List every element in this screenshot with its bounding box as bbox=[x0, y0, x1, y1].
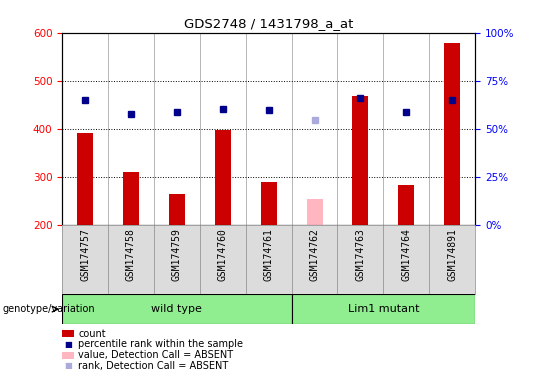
Bar bbox=[77, 134, 93, 225]
Text: genotype/variation: genotype/variation bbox=[3, 304, 96, 314]
Bar bbox=[444, 43, 460, 225]
Text: Lim1 mutant: Lim1 mutant bbox=[348, 304, 419, 314]
Text: GSM174763: GSM174763 bbox=[355, 228, 366, 281]
Text: GSM174764: GSM174764 bbox=[401, 228, 411, 281]
Bar bbox=[215, 130, 231, 225]
Bar bbox=[292, 294, 475, 324]
Bar bbox=[123, 172, 139, 225]
Text: GSM174891: GSM174891 bbox=[447, 228, 457, 281]
Text: ■: ■ bbox=[64, 340, 72, 349]
Text: GSM174759: GSM174759 bbox=[172, 228, 182, 281]
Title: GDS2748 / 1431798_a_at: GDS2748 / 1431798_a_at bbox=[184, 17, 353, 30]
Bar bbox=[62, 294, 292, 324]
Text: GSM174757: GSM174757 bbox=[80, 228, 90, 281]
Text: count: count bbox=[78, 329, 106, 339]
Text: wild type: wild type bbox=[151, 304, 202, 314]
Text: GSM174758: GSM174758 bbox=[126, 228, 136, 281]
Text: GSM174761: GSM174761 bbox=[264, 228, 274, 281]
Bar bbox=[399, 185, 414, 225]
Text: ■: ■ bbox=[64, 361, 72, 371]
Bar bbox=[307, 199, 322, 225]
Text: value, Detection Call = ABSENT: value, Detection Call = ABSENT bbox=[78, 350, 233, 360]
Bar bbox=[169, 194, 185, 225]
Text: percentile rank within the sample: percentile rank within the sample bbox=[78, 339, 244, 349]
Text: GSM174762: GSM174762 bbox=[309, 228, 320, 281]
Bar bbox=[353, 96, 368, 225]
Text: rank, Detection Call = ABSENT: rank, Detection Call = ABSENT bbox=[78, 361, 228, 371]
Bar bbox=[261, 182, 276, 225]
Text: GSM174760: GSM174760 bbox=[218, 228, 228, 281]
